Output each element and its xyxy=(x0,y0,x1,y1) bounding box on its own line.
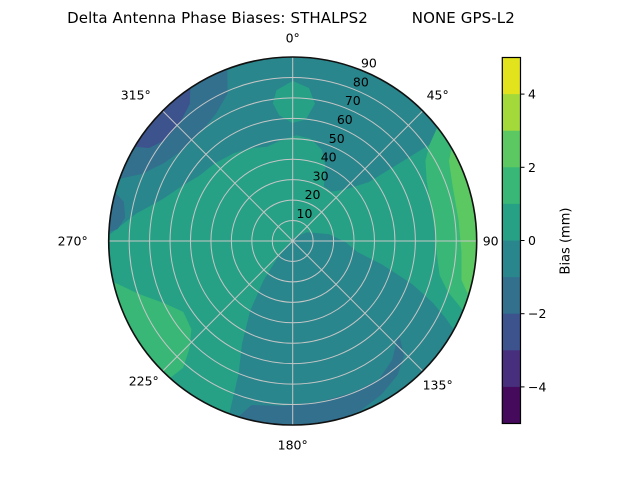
colorbar-tick-label: 0 xyxy=(528,233,536,248)
radial-tick-label: 10 xyxy=(297,206,313,221)
grid-spoke xyxy=(292,240,424,372)
radial-tick-label: 40 xyxy=(321,150,337,165)
colorbar-band xyxy=(502,167,521,205)
angle-label-180: 180° xyxy=(278,438,308,453)
radial-tick-label: 70 xyxy=(345,93,361,108)
radial-tick-label: 30 xyxy=(313,168,329,183)
colorbar-axis-label: Bias (mm) xyxy=(559,208,574,275)
colorbar-band xyxy=(502,277,521,315)
angle-label-315: 315° xyxy=(121,88,151,103)
colorbar-band xyxy=(502,94,521,132)
colorbar-tick-label: −2 xyxy=(528,306,546,321)
grid-spoke xyxy=(162,240,294,372)
polar-rim xyxy=(107,56,478,426)
radial-tick-labels: 10 20 30 40 50 60 70 80 90 xyxy=(297,56,377,221)
angle-label-90: 90 xyxy=(483,234,499,249)
colorbar-band xyxy=(502,240,521,278)
angle-label-225: 225° xyxy=(129,373,159,388)
colorbar-band xyxy=(502,313,521,351)
grid-spoke xyxy=(292,110,424,242)
radial-tick-label: 50 xyxy=(329,131,345,146)
colorbar-band xyxy=(502,57,521,95)
colorbar-band xyxy=(502,130,521,168)
colorbar-tick-label: 2 xyxy=(528,160,536,175)
polar-grid xyxy=(108,56,478,426)
radial-tick-label: 80 xyxy=(353,74,369,89)
colorbar-tick-label: 4 xyxy=(528,87,536,102)
plot-title: Delta Antenna Phase Biases: STHALPS2 NON… xyxy=(67,9,515,27)
colorbar-band xyxy=(502,386,521,424)
colorbar-band xyxy=(502,203,521,241)
grid-spoke xyxy=(162,110,294,242)
angle-label-0: 0° xyxy=(286,31,300,46)
angle-label-45: 45° xyxy=(427,88,449,103)
colorbar-tick-label: −4 xyxy=(528,379,546,394)
radial-tick-label: 20 xyxy=(305,187,321,202)
angle-tick-labels: 0° 45° 90 135° 180° 225° 270° 315° xyxy=(58,31,499,453)
colorbar-band xyxy=(502,350,521,388)
angle-label-270: 270° xyxy=(58,234,88,249)
colorbar: 4 2 0 −2 −4 Bias (mm) xyxy=(501,56,574,425)
angle-label-135: 135° xyxy=(423,377,453,392)
radial-tick-label: 90 xyxy=(361,56,377,71)
radial-tick-label: 60 xyxy=(337,112,353,127)
